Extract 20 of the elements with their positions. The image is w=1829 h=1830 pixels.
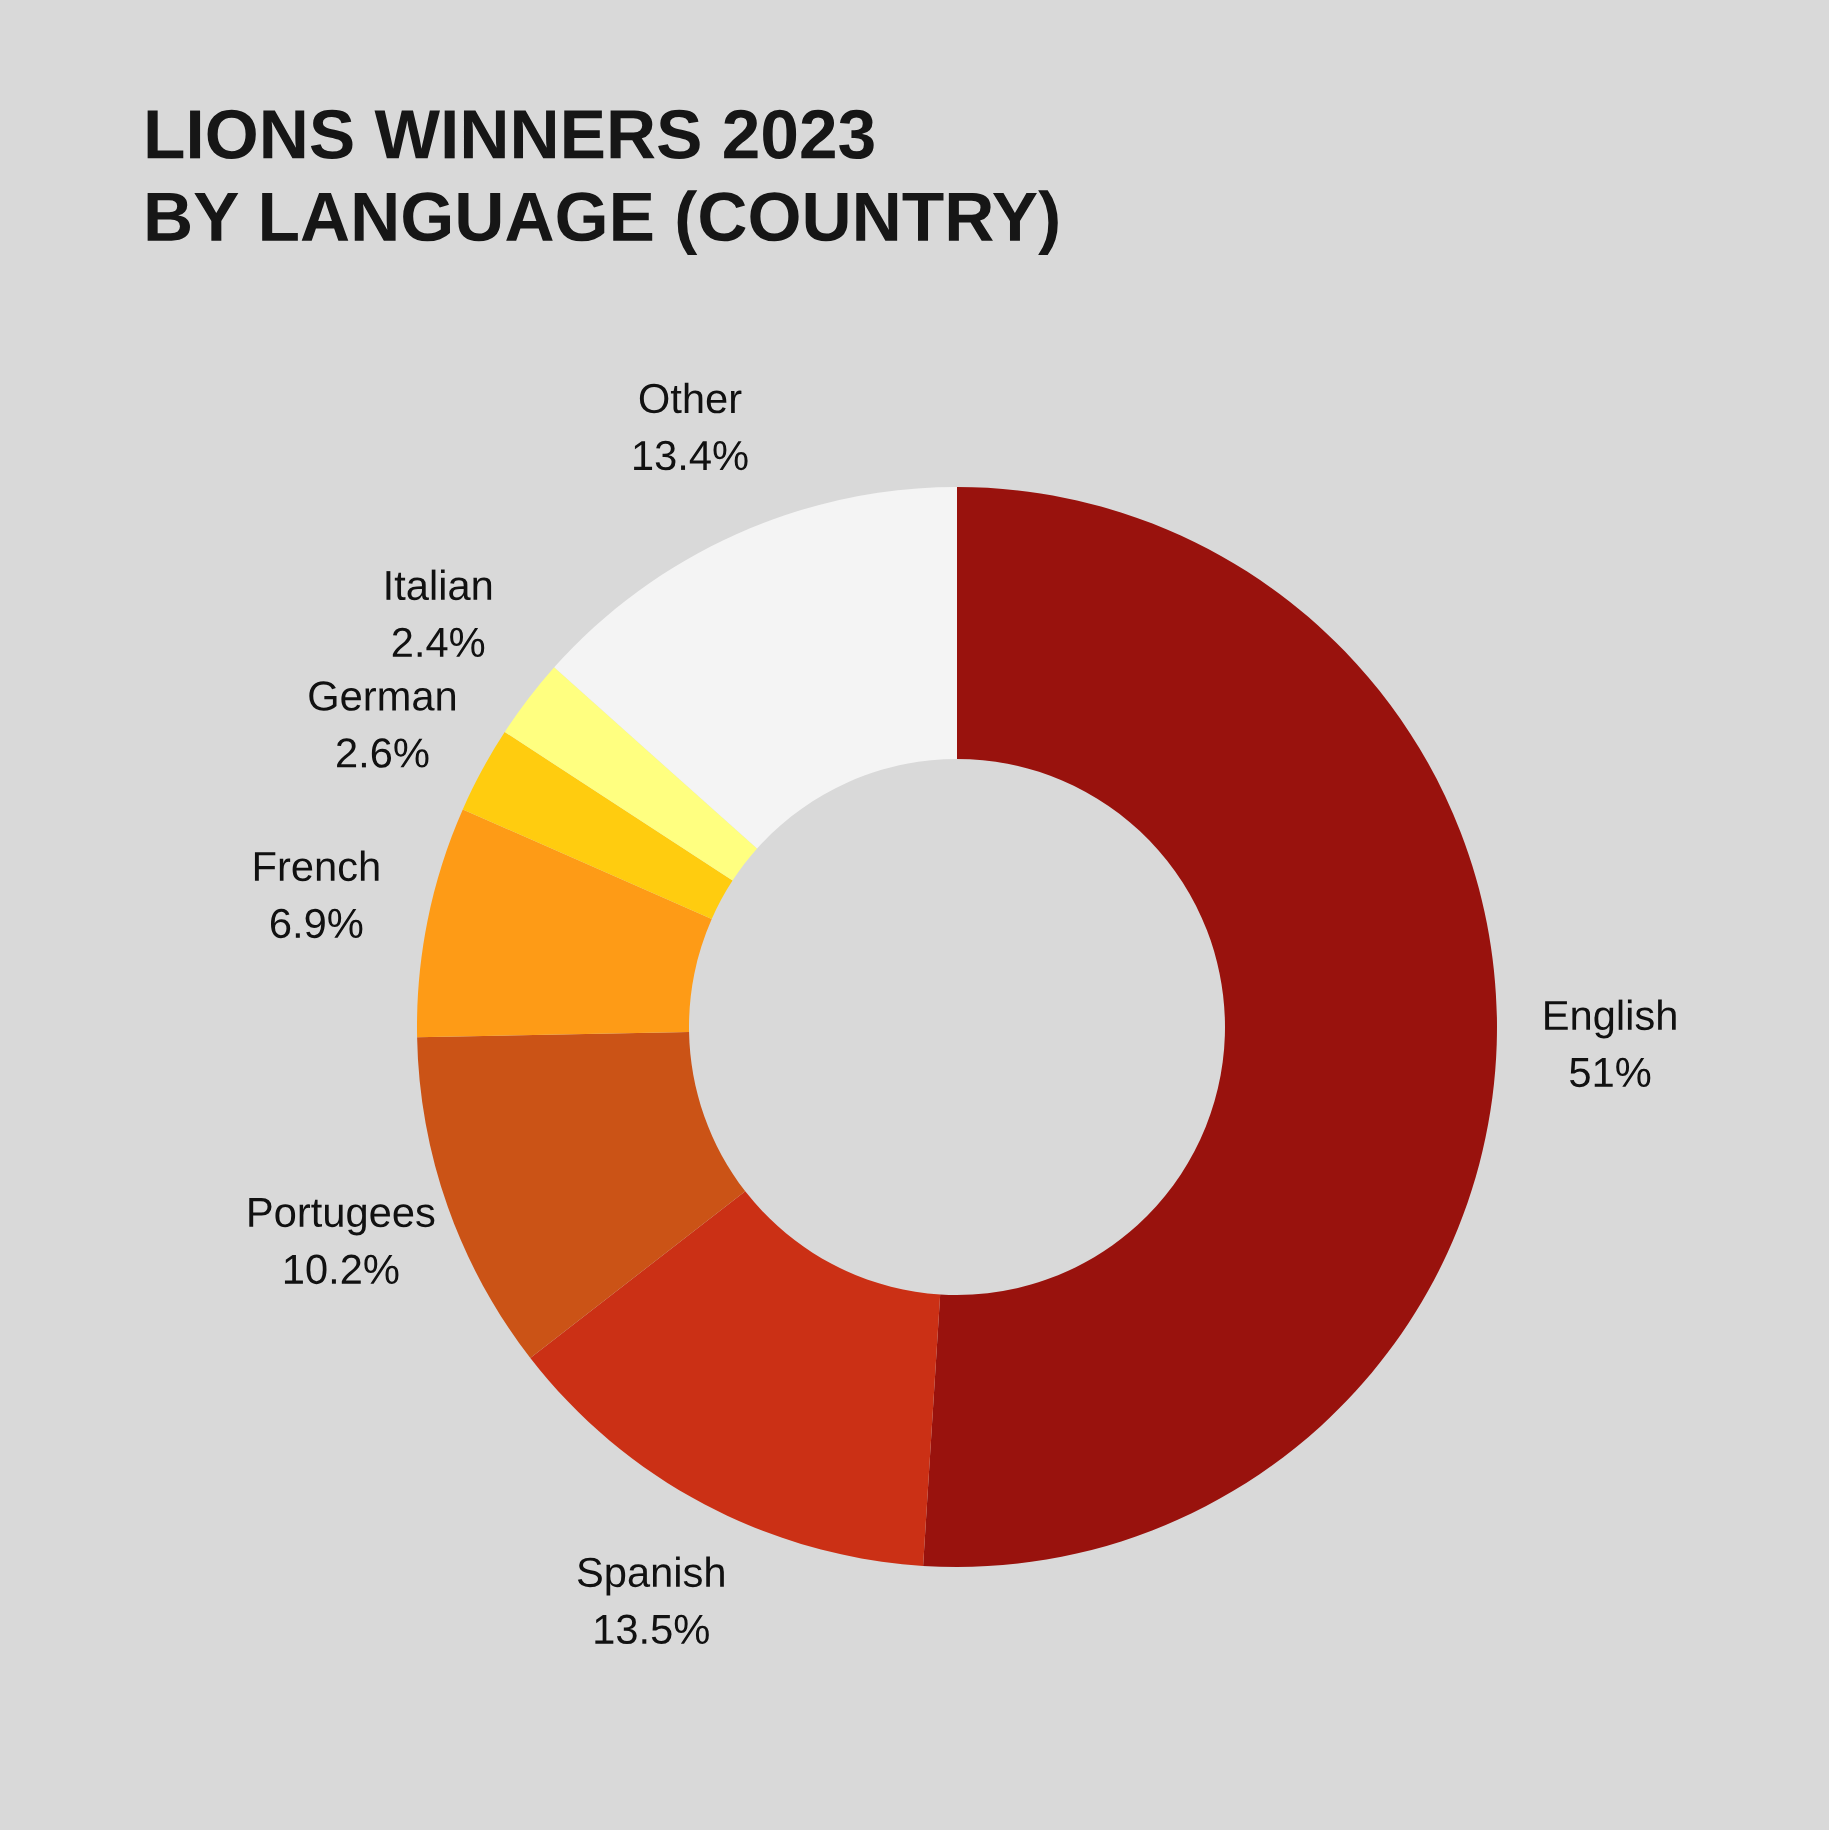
donut-slice	[554, 487, 957, 849]
slice-label: Other	[639, 382, 742, 414]
slice-label: Italian	[386, 569, 492, 601]
data-label: 13.5%	[595, 1614, 709, 1645]
data-label: 6.9%	[270, 908, 363, 939]
donut-slice	[417, 809, 712, 1038]
donut-slice	[923, 487, 1497, 1567]
slice-label: French	[254, 850, 379, 882]
donut-slice	[462, 731, 733, 920]
data-label: 13.4%	[634, 440, 748, 471]
donut-slice	[504, 667, 758, 881]
data-label: 10.2%	[284, 1254, 399, 1285]
slice-label: Portugees	[249, 1198, 435, 1236]
slice-label: English	[1545, 999, 1676, 1039]
data-label: 2.4%	[392, 627, 485, 657]
data-label: 2.6%	[337, 738, 429, 768]
chart-title: LIONS WINNERS 2023 BY LANGUAGE (COUNTRY)	[147, 109, 1058, 256]
slice-label: Spanish	[577, 1556, 724, 1596]
data-label: 51%	[1570, 1057, 1651, 1088]
slice-label: German	[309, 681, 456, 711]
